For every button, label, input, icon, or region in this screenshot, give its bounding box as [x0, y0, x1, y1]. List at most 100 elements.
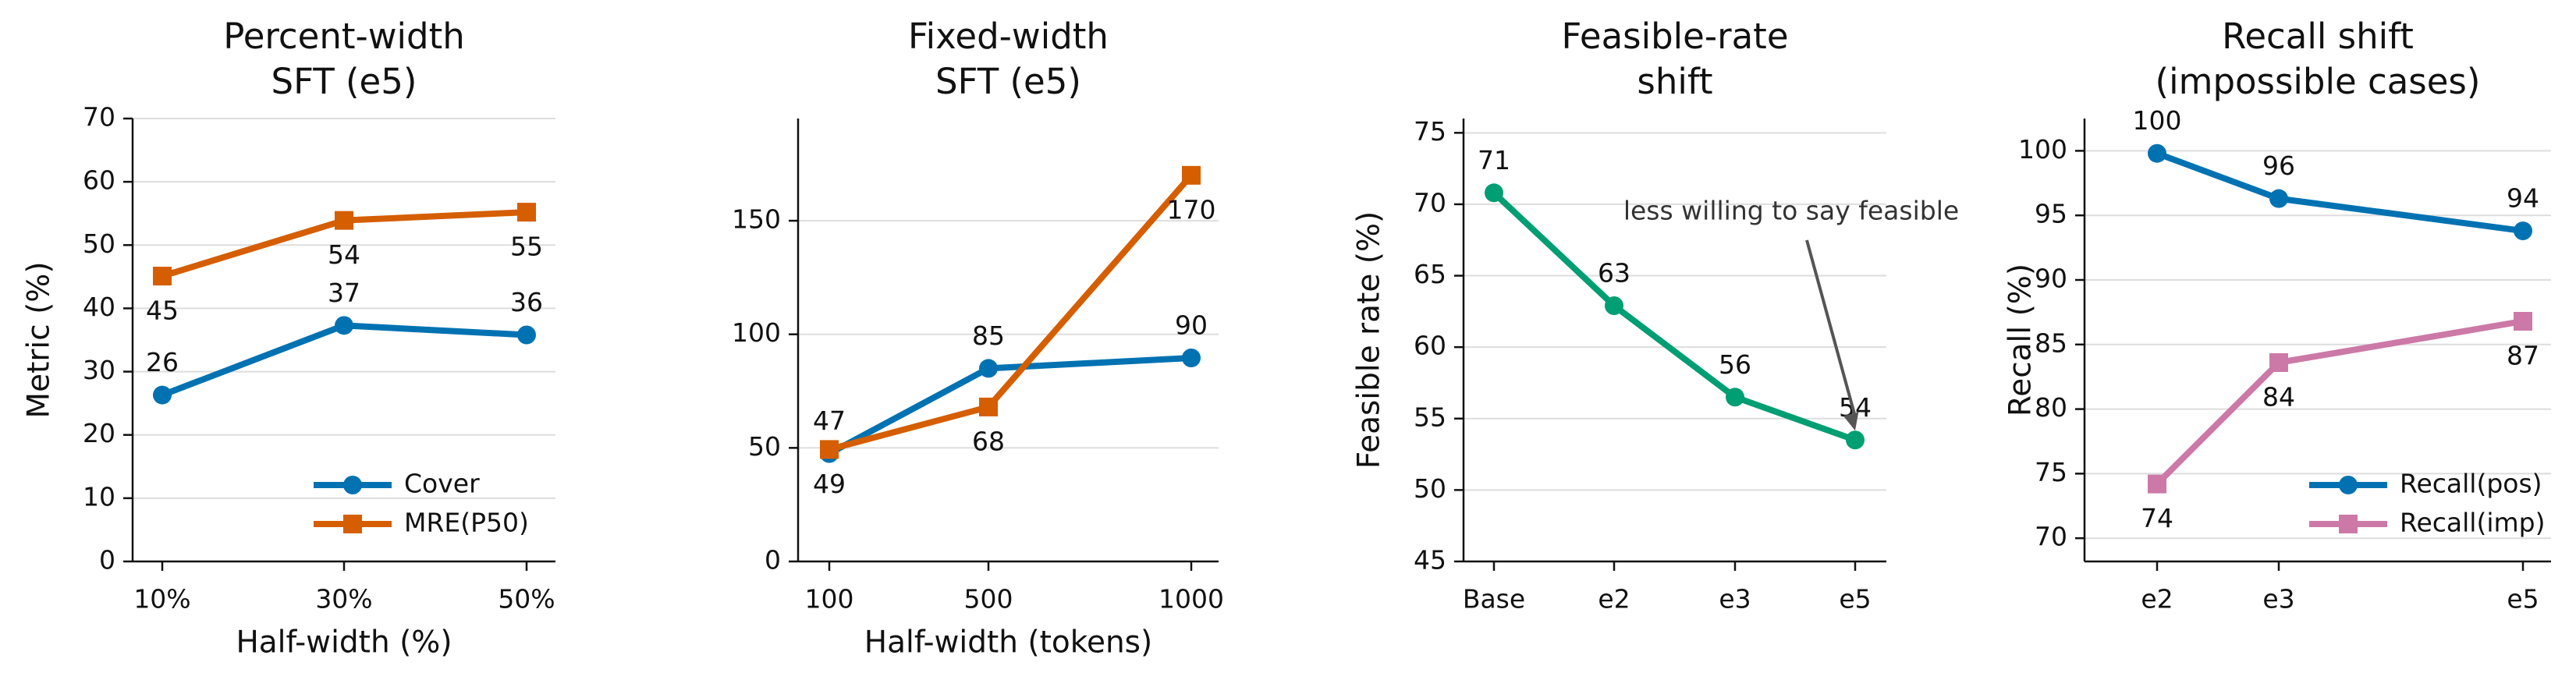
chart-title-line-1: Fixed-width: [908, 16, 1109, 57]
data-point-marker: [517, 203, 536, 222]
x-tick-label: e5: [1839, 584, 1871, 614]
y-tick-label: 50: [1414, 473, 1446, 504]
legend: Cover MRE(P50): [314, 469, 529, 538]
data-label: 96: [2262, 151, 2295, 181]
data-point-marker: [1182, 349, 1201, 368]
data-point-marker: [2514, 221, 2532, 241]
x-axis-label: Half-width (%): [236, 625, 452, 660]
annotation-arrow-head: [1843, 412, 1859, 431]
data-point-marker: [979, 359, 998, 378]
data-point-marker: [979, 397, 998, 416]
data-point-marker: [2269, 352, 2288, 372]
chart-title-line-1: Feasible-rate: [1561, 16, 1788, 57]
series-line-1: [2154, 150, 2526, 235]
data-label: 68: [972, 426, 1005, 456]
y-tick-label: 55: [1414, 402, 1446, 432]
chart-title-line-2: SFT (e5): [935, 61, 1081, 102]
data-point-marker: [1846, 430, 1865, 450]
y-tick-label: 80: [2035, 392, 2067, 423]
x-tick-label: e5: [2507, 584, 2539, 614]
y-tick-label: 95: [2035, 199, 2067, 229]
data-point-marker: [820, 440, 839, 459]
chart-panel-4: Recall shift(impossible cases) 70 75 80 85 90…: [2003, 16, 2551, 614]
legend-marker: [343, 515, 362, 533]
y-tick-label: 30: [83, 355, 115, 385]
y-tick-label: 10: [83, 481, 115, 512]
legend-entry-label: Recall(imp): [2400, 508, 2545, 538]
data-point-marker: [153, 267, 172, 286]
data-label: 36: [510, 287, 543, 317]
y-tick-label: 75: [1414, 116, 1446, 147]
chart-title-line-2: SFT (e5): [271, 61, 417, 102]
y-tick-label: 0: [765, 545, 781, 575]
data-label: 37: [328, 278, 360, 308]
x-tick-label: 100: [805, 584, 854, 614]
annotation-text: less willing to say feasible: [1623, 196, 1959, 226]
series-line-1: [159, 322, 530, 398]
data-point-marker: [2269, 189, 2288, 208]
legend: Recall(pos) Recall(imp): [2309, 469, 2545, 538]
data-label: 47: [813, 405, 846, 436]
data-point-marker: [1182, 165, 1201, 185]
series-line-2: [826, 172, 1194, 453]
y-axis-label: Metric (%): [22, 261, 57, 418]
y-tick-label: 100: [2018, 134, 2067, 165]
data-point-marker: [1485, 183, 1503, 203]
chart-title-line-2: (impossible cases): [2156, 61, 2481, 102]
data-point-marker: [153, 385, 172, 405]
data-label: 74: [2141, 503, 2173, 533]
data-label: 63: [1598, 258, 1630, 289]
y-tick-label: 60: [83, 165, 115, 196]
y-tick-label: 0: [99, 545, 115, 575]
data-point-marker: [335, 211, 353, 230]
x-axis-label: Half-width (tokens): [864, 625, 1152, 660]
data-label: 84: [2262, 381, 2295, 412]
data-point-marker: [517, 325, 536, 345]
x-tick-label: 50%: [498, 584, 555, 614]
y-axis-label: Feasible rate (%): [1352, 211, 1387, 469]
x-tick-label: 10%: [133, 584, 190, 614]
data-label: 26: [146, 347, 179, 377]
data-point-marker: [2148, 143, 2166, 163]
x-tick-label: e3: [1719, 584, 1751, 614]
data-label: 45: [146, 296, 179, 326]
y-tick-label: 20: [83, 418, 115, 448]
data-label: 85: [972, 320, 1005, 351]
data-label: 49: [813, 469, 846, 499]
series-line-1: [826, 355, 1194, 457]
y-tick-label: 40: [83, 292, 115, 322]
y-tick-label: 70: [1414, 187, 1446, 218]
data-point-marker: [335, 316, 353, 335]
legend-marker: [2339, 515, 2358, 533]
data-point-marker: [2514, 311, 2532, 331]
data-label: 55: [510, 232, 543, 262]
chart-title-line-2: shift: [1637, 61, 1712, 102]
data-point-marker: [1605, 296, 1623, 316]
y-tick-label: 60: [1414, 331, 1446, 361]
legend-marker: [343, 476, 362, 494]
chart-title-line-1: Recall shift: [2222, 16, 2414, 57]
y-tick-label: 50: [748, 431, 781, 462]
legend-marker: [2339, 476, 2358, 494]
data-point-marker: [2148, 474, 2166, 494]
data-label: 90: [1175, 310, 1208, 341]
data-label: 170: [1167, 194, 1216, 225]
data-label: 54: [328, 239, 360, 270]
x-tick-label: Base: [1463, 584, 1525, 614]
y-tick-label: 65: [1414, 259, 1446, 289]
data-point-marker: [1726, 388, 1744, 407]
data-label: 71: [1478, 145, 1510, 175]
x-tick-label: 1000: [1158, 584, 1224, 614]
y-tick-label: 75: [2035, 457, 2067, 487]
data-label: 87: [2507, 340, 2539, 370]
y-axis-label: Recall (%): [2003, 264, 2038, 416]
legend-entry-label: Cover: [404, 469, 480, 499]
x-tick-label: e3: [2262, 584, 2294, 614]
x-tick-label: 500: [964, 584, 1013, 614]
x-tick-label: 30%: [315, 584, 372, 614]
legend-entry-label: Recall(pos): [2400, 469, 2542, 499]
y-tick-label: 150: [732, 204, 781, 235]
